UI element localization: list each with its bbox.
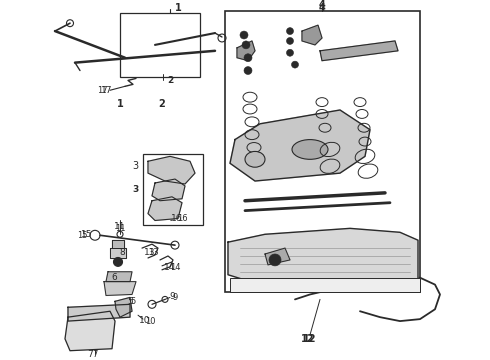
Bar (230, 278, 420, 292)
Text: 10: 10 (139, 316, 151, 325)
Polygon shape (237, 41, 255, 61)
Polygon shape (148, 197, 182, 220)
Polygon shape (115, 297, 132, 317)
Polygon shape (265, 248, 290, 265)
Text: 17: 17 (101, 86, 113, 95)
Bar (120, 13, 200, 77)
Polygon shape (106, 272, 132, 282)
Text: 14: 14 (164, 263, 176, 272)
Circle shape (287, 37, 294, 44)
Text: 11: 11 (115, 224, 125, 233)
Text: 1: 1 (174, 3, 181, 13)
Polygon shape (230, 110, 370, 181)
Ellipse shape (245, 152, 265, 167)
Circle shape (292, 61, 298, 68)
Polygon shape (148, 156, 195, 184)
Text: 12: 12 (301, 334, 315, 344)
Circle shape (244, 67, 252, 75)
Polygon shape (320, 41, 398, 61)
Text: 4: 4 (318, 0, 325, 10)
Text: 8: 8 (113, 248, 118, 257)
Circle shape (114, 257, 122, 266)
Text: 5: 5 (127, 297, 133, 306)
Text: 9: 9 (169, 292, 175, 301)
Text: 13: 13 (144, 248, 156, 257)
Polygon shape (65, 311, 115, 351)
Polygon shape (104, 282, 136, 296)
Polygon shape (68, 304, 130, 321)
Circle shape (269, 254, 281, 266)
Text: 3: 3 (133, 185, 139, 194)
Polygon shape (110, 248, 126, 258)
Polygon shape (302, 25, 322, 45)
Circle shape (244, 54, 252, 62)
Text: 7: 7 (87, 350, 93, 359)
Text: 4: 4 (318, 3, 325, 13)
Text: 5: 5 (130, 297, 135, 306)
Text: 13: 13 (148, 248, 159, 257)
Text: 10: 10 (145, 316, 155, 325)
Text: 12: 12 (303, 334, 317, 344)
Text: 15: 15 (77, 231, 88, 240)
Text: 15: 15 (81, 230, 93, 239)
Text: 2: 2 (167, 76, 173, 85)
Polygon shape (112, 240, 124, 248)
Text: 16: 16 (177, 214, 188, 223)
Text: 3: 3 (132, 161, 138, 171)
Text: 6: 6 (110, 273, 115, 282)
Circle shape (242, 41, 250, 49)
Text: 2: 2 (159, 99, 166, 109)
Text: 9: 9 (172, 293, 177, 302)
Text: 11: 11 (114, 222, 126, 231)
Text: 6: 6 (111, 273, 117, 282)
Text: 17: 17 (98, 86, 108, 95)
Circle shape (287, 28, 294, 35)
Circle shape (287, 49, 294, 56)
Text: 16: 16 (171, 214, 183, 223)
Ellipse shape (292, 140, 328, 159)
Text: 14: 14 (170, 263, 180, 272)
Polygon shape (152, 179, 185, 201)
Text: 7: 7 (92, 350, 98, 359)
Bar (143, 154, 203, 225)
Bar (225, 12, 420, 292)
Polygon shape (228, 228, 418, 289)
Text: 8: 8 (119, 248, 125, 257)
Circle shape (240, 31, 248, 39)
Text: 1: 1 (117, 99, 123, 109)
